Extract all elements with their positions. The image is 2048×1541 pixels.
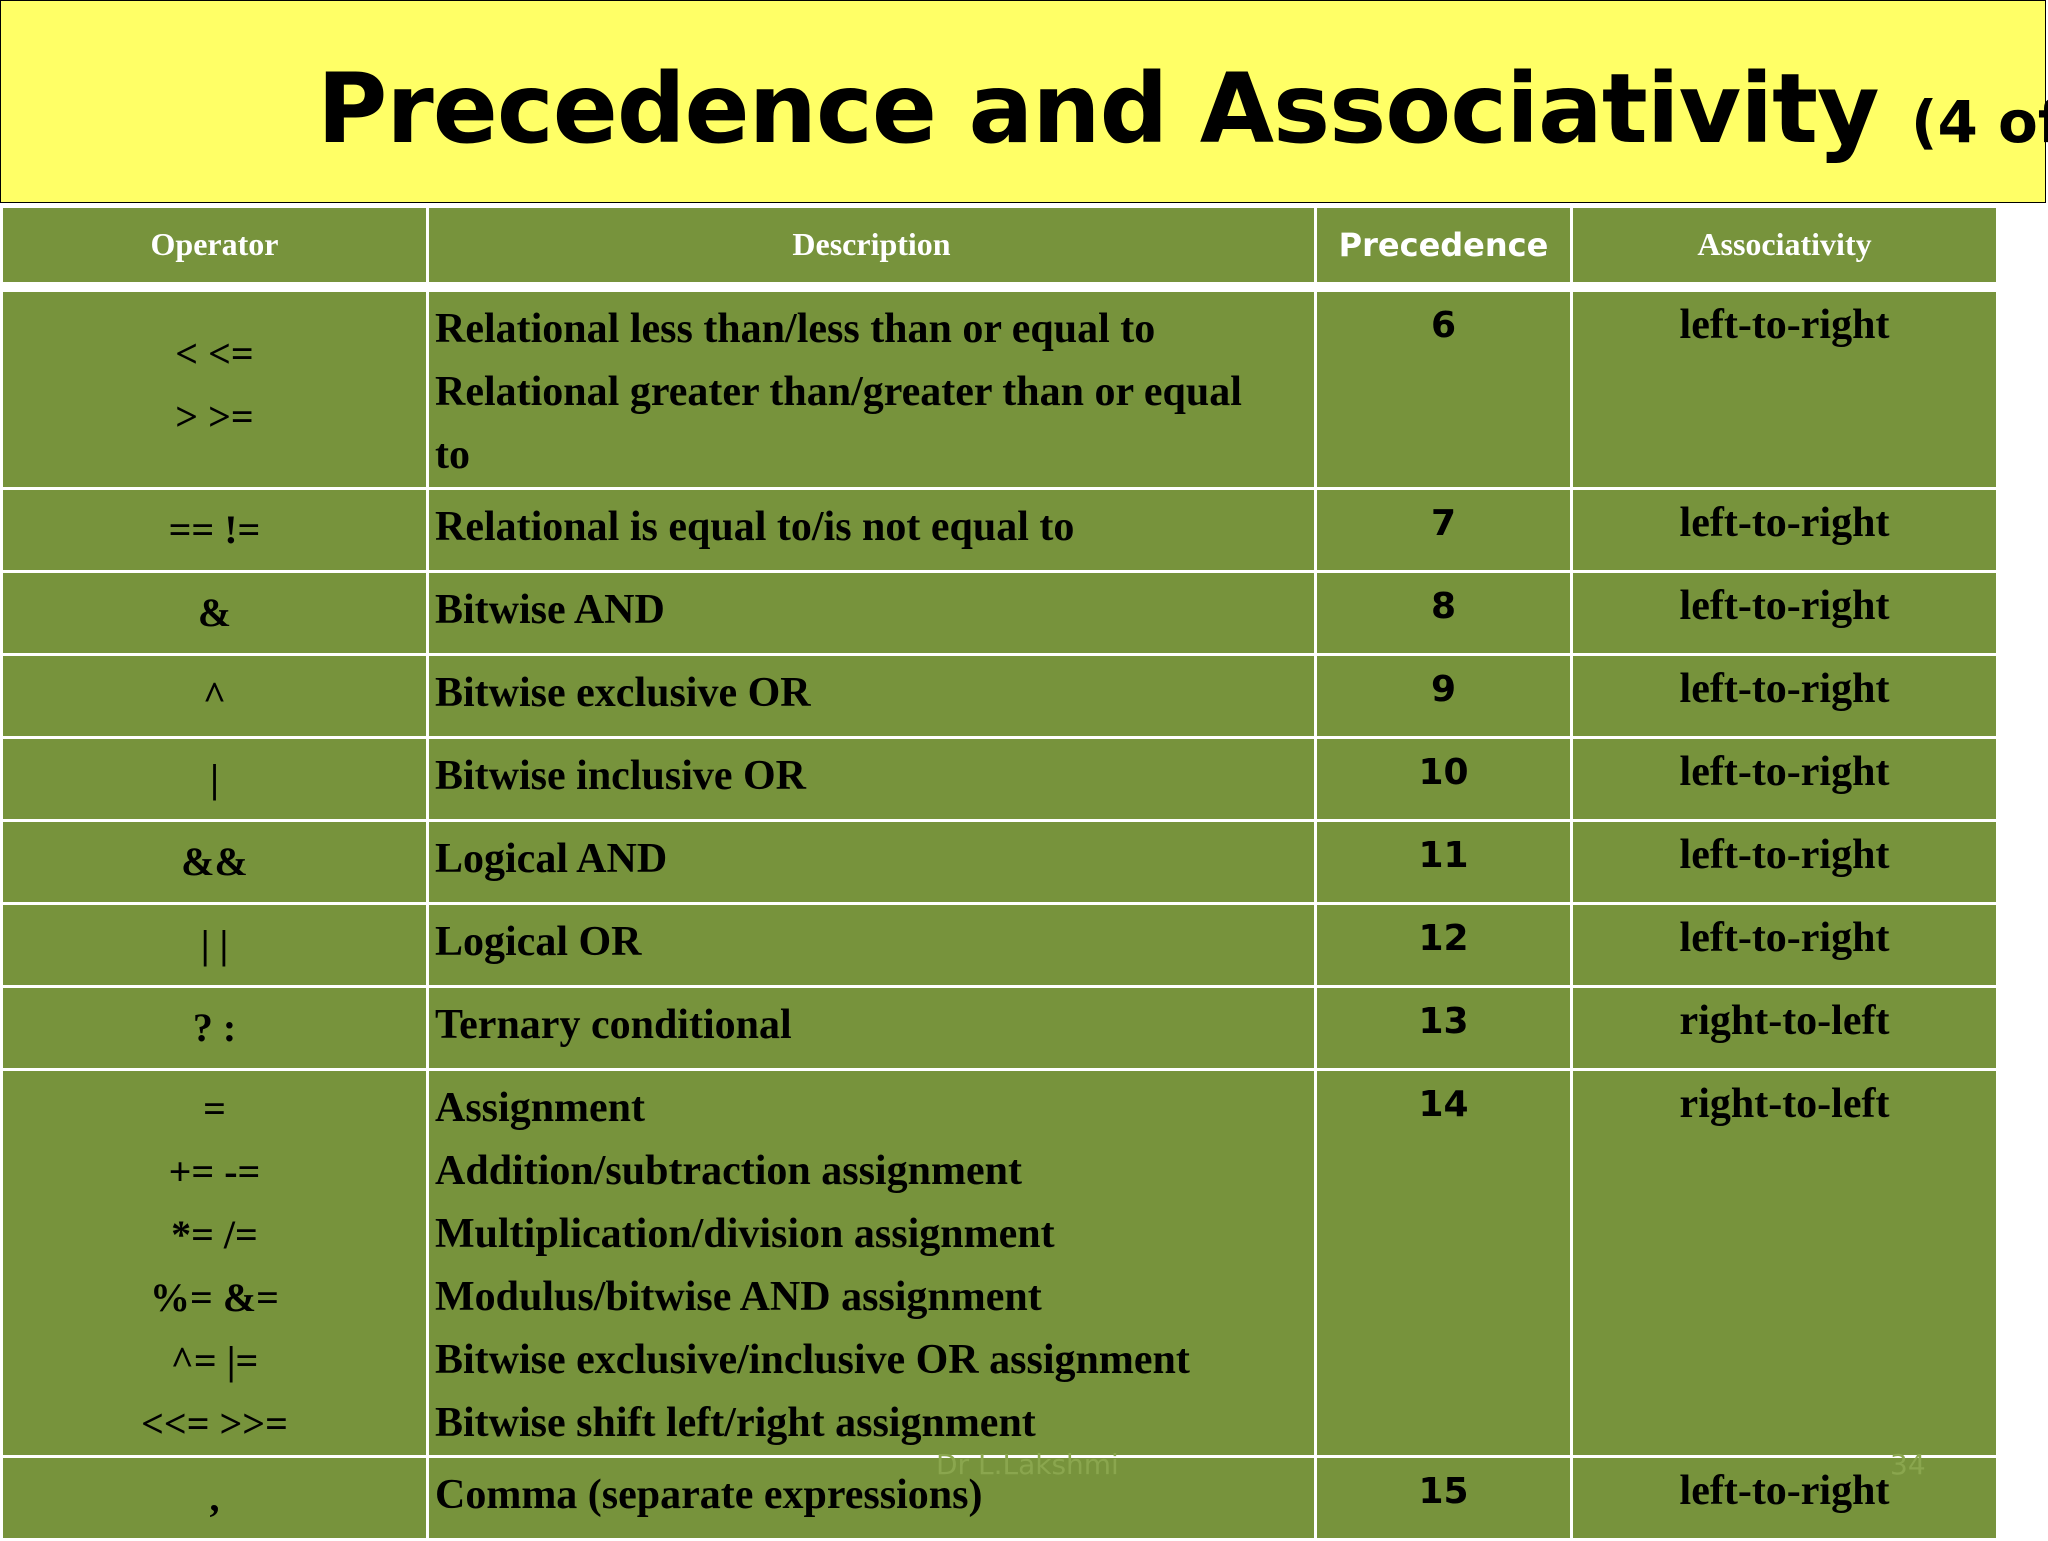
associativity-cell: left-to-right xyxy=(1570,486,1999,573)
table-row: | Bitwise inclusive OR 10 left-to-right xyxy=(0,735,1999,822)
operator-cell: & xyxy=(0,569,429,656)
footer-author: Dr L.Lakshmi xyxy=(936,1448,1119,1481)
precedence-cell: 13 xyxy=(1314,984,1573,1071)
header-precedence: Precedence xyxy=(1314,205,1573,292)
operator-symbol: += -= xyxy=(168,1148,261,1194)
table-row: & Bitwise AND 8 left-to-right xyxy=(0,569,1999,656)
precedence-cell: 7 xyxy=(1314,486,1573,573)
description-cell: Comma (separate expressions) xyxy=(426,1454,1317,1541)
operator-cell: = += -= *= /= %= &= ^= |= <<= >>= xyxy=(0,1067,429,1458)
associativity-cell: left-to-right xyxy=(1570,901,1999,988)
description-cell: Ternary conditional xyxy=(426,984,1317,1071)
operator-symbol: | xyxy=(210,755,219,801)
operator-symbol: = xyxy=(203,1085,226,1131)
table-header-row: Operator Description Precedence Associat… xyxy=(0,205,1999,292)
precedence-cell: 6 xyxy=(1314,285,1573,490)
operator-symbol: && xyxy=(181,838,248,884)
table-body: < <= > >= Relational less than/less than o… xyxy=(0,285,1999,1541)
operator-cell: == != xyxy=(0,486,429,573)
description-cell: Logical AND xyxy=(426,818,1317,905)
precedence-cell: 8 xyxy=(1314,569,1573,656)
slide-title-main: Precedence and Associativity xyxy=(317,53,1880,165)
operator-cell: && xyxy=(0,818,429,905)
associativity-cell: left-to-right xyxy=(1570,735,1999,822)
precedence-cell: 10 xyxy=(1314,735,1573,822)
table-row: ^ Bitwise exclusive OR 9 left-to-right xyxy=(0,652,1999,739)
operator-symbol: *= /= xyxy=(171,1211,258,1257)
table-row: , Comma (separate expressions) 15 left-to-r… xyxy=(0,1454,1999,1541)
description-cell: Assignment Addition/subtraction assignme… xyxy=(426,1067,1317,1458)
table-row: && Logical AND 11 left-to-right xyxy=(0,818,1999,905)
operator-symbol: < <= xyxy=(175,330,254,376)
table-row: < <= > >= Relational less than/less than o… xyxy=(0,285,1999,490)
title-banner: Precedence and Associativity (4 of 4) xyxy=(0,0,2048,203)
operator-table: Operator Description Precedence Associat… xyxy=(0,205,1999,1541)
table-row: = += -= *= /= %= &= ^= |= <<= >>= Assignment A… xyxy=(0,1067,1999,1458)
operator-symbol: | | xyxy=(200,921,229,967)
table-row: | | Logical OR 12 left-to-right xyxy=(0,901,1999,988)
table-row: ? : Ternary conditional 13 right-to-left xyxy=(0,984,1999,1071)
precedence-cell: 12 xyxy=(1314,901,1573,988)
associativity-cell: left-to-right xyxy=(1570,652,1999,739)
description-cell: Bitwise inclusive OR xyxy=(426,735,1317,822)
page-number: 34 xyxy=(1890,1448,1926,1481)
associativity-cell: left-to-right xyxy=(1570,1454,1999,1541)
operator-cell: < <= > >= xyxy=(0,285,429,490)
operator-cell: | | xyxy=(0,901,429,988)
description-cell: Relational less than/less than or equal … xyxy=(426,285,1317,490)
description-cell: Bitwise AND xyxy=(426,569,1317,656)
operator-cell: ? : xyxy=(0,984,429,1071)
header-operator: Operator xyxy=(0,205,429,292)
operator-symbol: == != xyxy=(168,506,261,552)
operator-symbol: , xyxy=(209,1474,220,1520)
operator-cell: , xyxy=(0,1454,429,1541)
associativity-cell: left-to-right xyxy=(1570,818,1999,905)
associativity-cell: right-to-left xyxy=(1570,1067,1999,1458)
operator-cell: | xyxy=(0,735,429,822)
table-row: == != Relational is equal to/is not equal… xyxy=(0,486,1999,573)
operator-symbol: ^ xyxy=(202,672,227,718)
header-associativity: Associativity xyxy=(1570,205,1999,292)
operator-symbol: > >= xyxy=(175,393,254,439)
operator-symbol: ^= |= xyxy=(170,1337,259,1383)
operator-symbol: %= &= xyxy=(150,1274,279,1320)
description-cell: Bitwise exclusive OR xyxy=(426,652,1317,739)
operator-symbol: & xyxy=(197,589,232,635)
slide-title-suffix: (4 of 4) xyxy=(1911,88,2048,156)
associativity-cell: right-to-left xyxy=(1570,984,1999,1071)
precedence-cell: 11 xyxy=(1314,818,1573,905)
operator-symbol: <<= >>= xyxy=(141,1400,288,1446)
associativity-cell: left-to-right xyxy=(1570,285,1999,490)
header-description: Description xyxy=(426,205,1317,292)
description-cell: Logical OR xyxy=(426,901,1317,988)
precedence-cell: 15 xyxy=(1314,1454,1573,1541)
description-cell: Relational is equal to/is not equal to xyxy=(426,486,1317,573)
slide-title: Precedence and Associativity (4 of 4) xyxy=(317,49,2048,182)
operator-symbol: ? : xyxy=(192,1004,237,1050)
associativity-cell: left-to-right xyxy=(1570,569,1999,656)
precedence-cell: 9 xyxy=(1314,652,1573,739)
precedence-cell: 14 xyxy=(1314,1067,1573,1458)
operator-cell: ^ xyxy=(0,652,429,739)
